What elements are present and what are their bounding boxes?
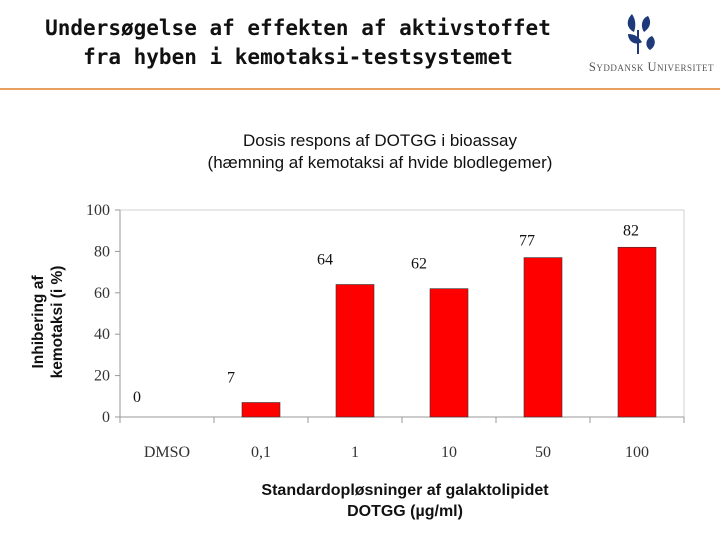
leaf-logo-icon	[627, 14, 655, 54]
data-label-0: 0	[133, 389, 141, 406]
y-tick-label: 20	[94, 368, 110, 385]
title-divider	[0, 88, 720, 90]
slide-title-line1: Undersøgelse af effekten af aktivstoffet	[45, 16, 551, 40]
x-tick-label: 0,1	[251, 444, 271, 461]
university-logo: Syddansk Universitet	[552, 12, 714, 78]
bar-5	[617, 246, 657, 418]
logo-text: Syddansk Universitet	[588, 60, 714, 74]
bar-1	[241, 402, 281, 418]
x-tick-label: DMSO	[144, 444, 190, 461]
bar-2	[335, 284, 375, 418]
x-axis-label: Standardopløsninger af galaktolipidet DO…	[180, 480, 630, 522]
bar-4	[523, 257, 563, 418]
x-tick-label: 50	[535, 444, 551, 461]
x-tick-label: 1	[351, 444, 359, 461]
x-tick-label: 10	[441, 444, 457, 461]
x-axis-label-line1: Standardopløsninger af galaktolipidet	[261, 482, 549, 499]
y-tick-label: 60	[94, 285, 110, 302]
data-label-1: 7	[227, 370, 235, 387]
data-label-3: 62	[411, 256, 427, 273]
y-tick-label: 80	[94, 243, 110, 260]
bar-3	[429, 288, 469, 418]
y-tick-label: 0	[102, 409, 110, 426]
slide-title: Undersøgelse af effekten af aktivstoffet…	[18, 14, 578, 72]
chart-title: Dosis respons af DOTGG i bioassay (hæmni…	[150, 130, 610, 174]
data-label-4: 77	[519, 233, 535, 250]
chart-title-line2: (hæmning af kemotaksi af hvide blodlegem…	[207, 153, 553, 172]
x-axis-label-line2: DOTGG (µg/ml)	[347, 503, 463, 520]
plot-area-frame	[119, 209, 685, 418]
y-tick-label: 100	[86, 202, 110, 219]
chart-title-line1: Dosis respons af DOTGG i bioassay	[243, 131, 517, 150]
data-label-2: 64	[317, 252, 333, 269]
slide-title-line2: fra hyben i kemotaksi-testsystemet	[83, 45, 513, 69]
x-tick-label: 100	[625, 444, 649, 461]
y-tick-label: 40	[94, 326, 110, 343]
data-label-5: 82	[623, 222, 639, 239]
